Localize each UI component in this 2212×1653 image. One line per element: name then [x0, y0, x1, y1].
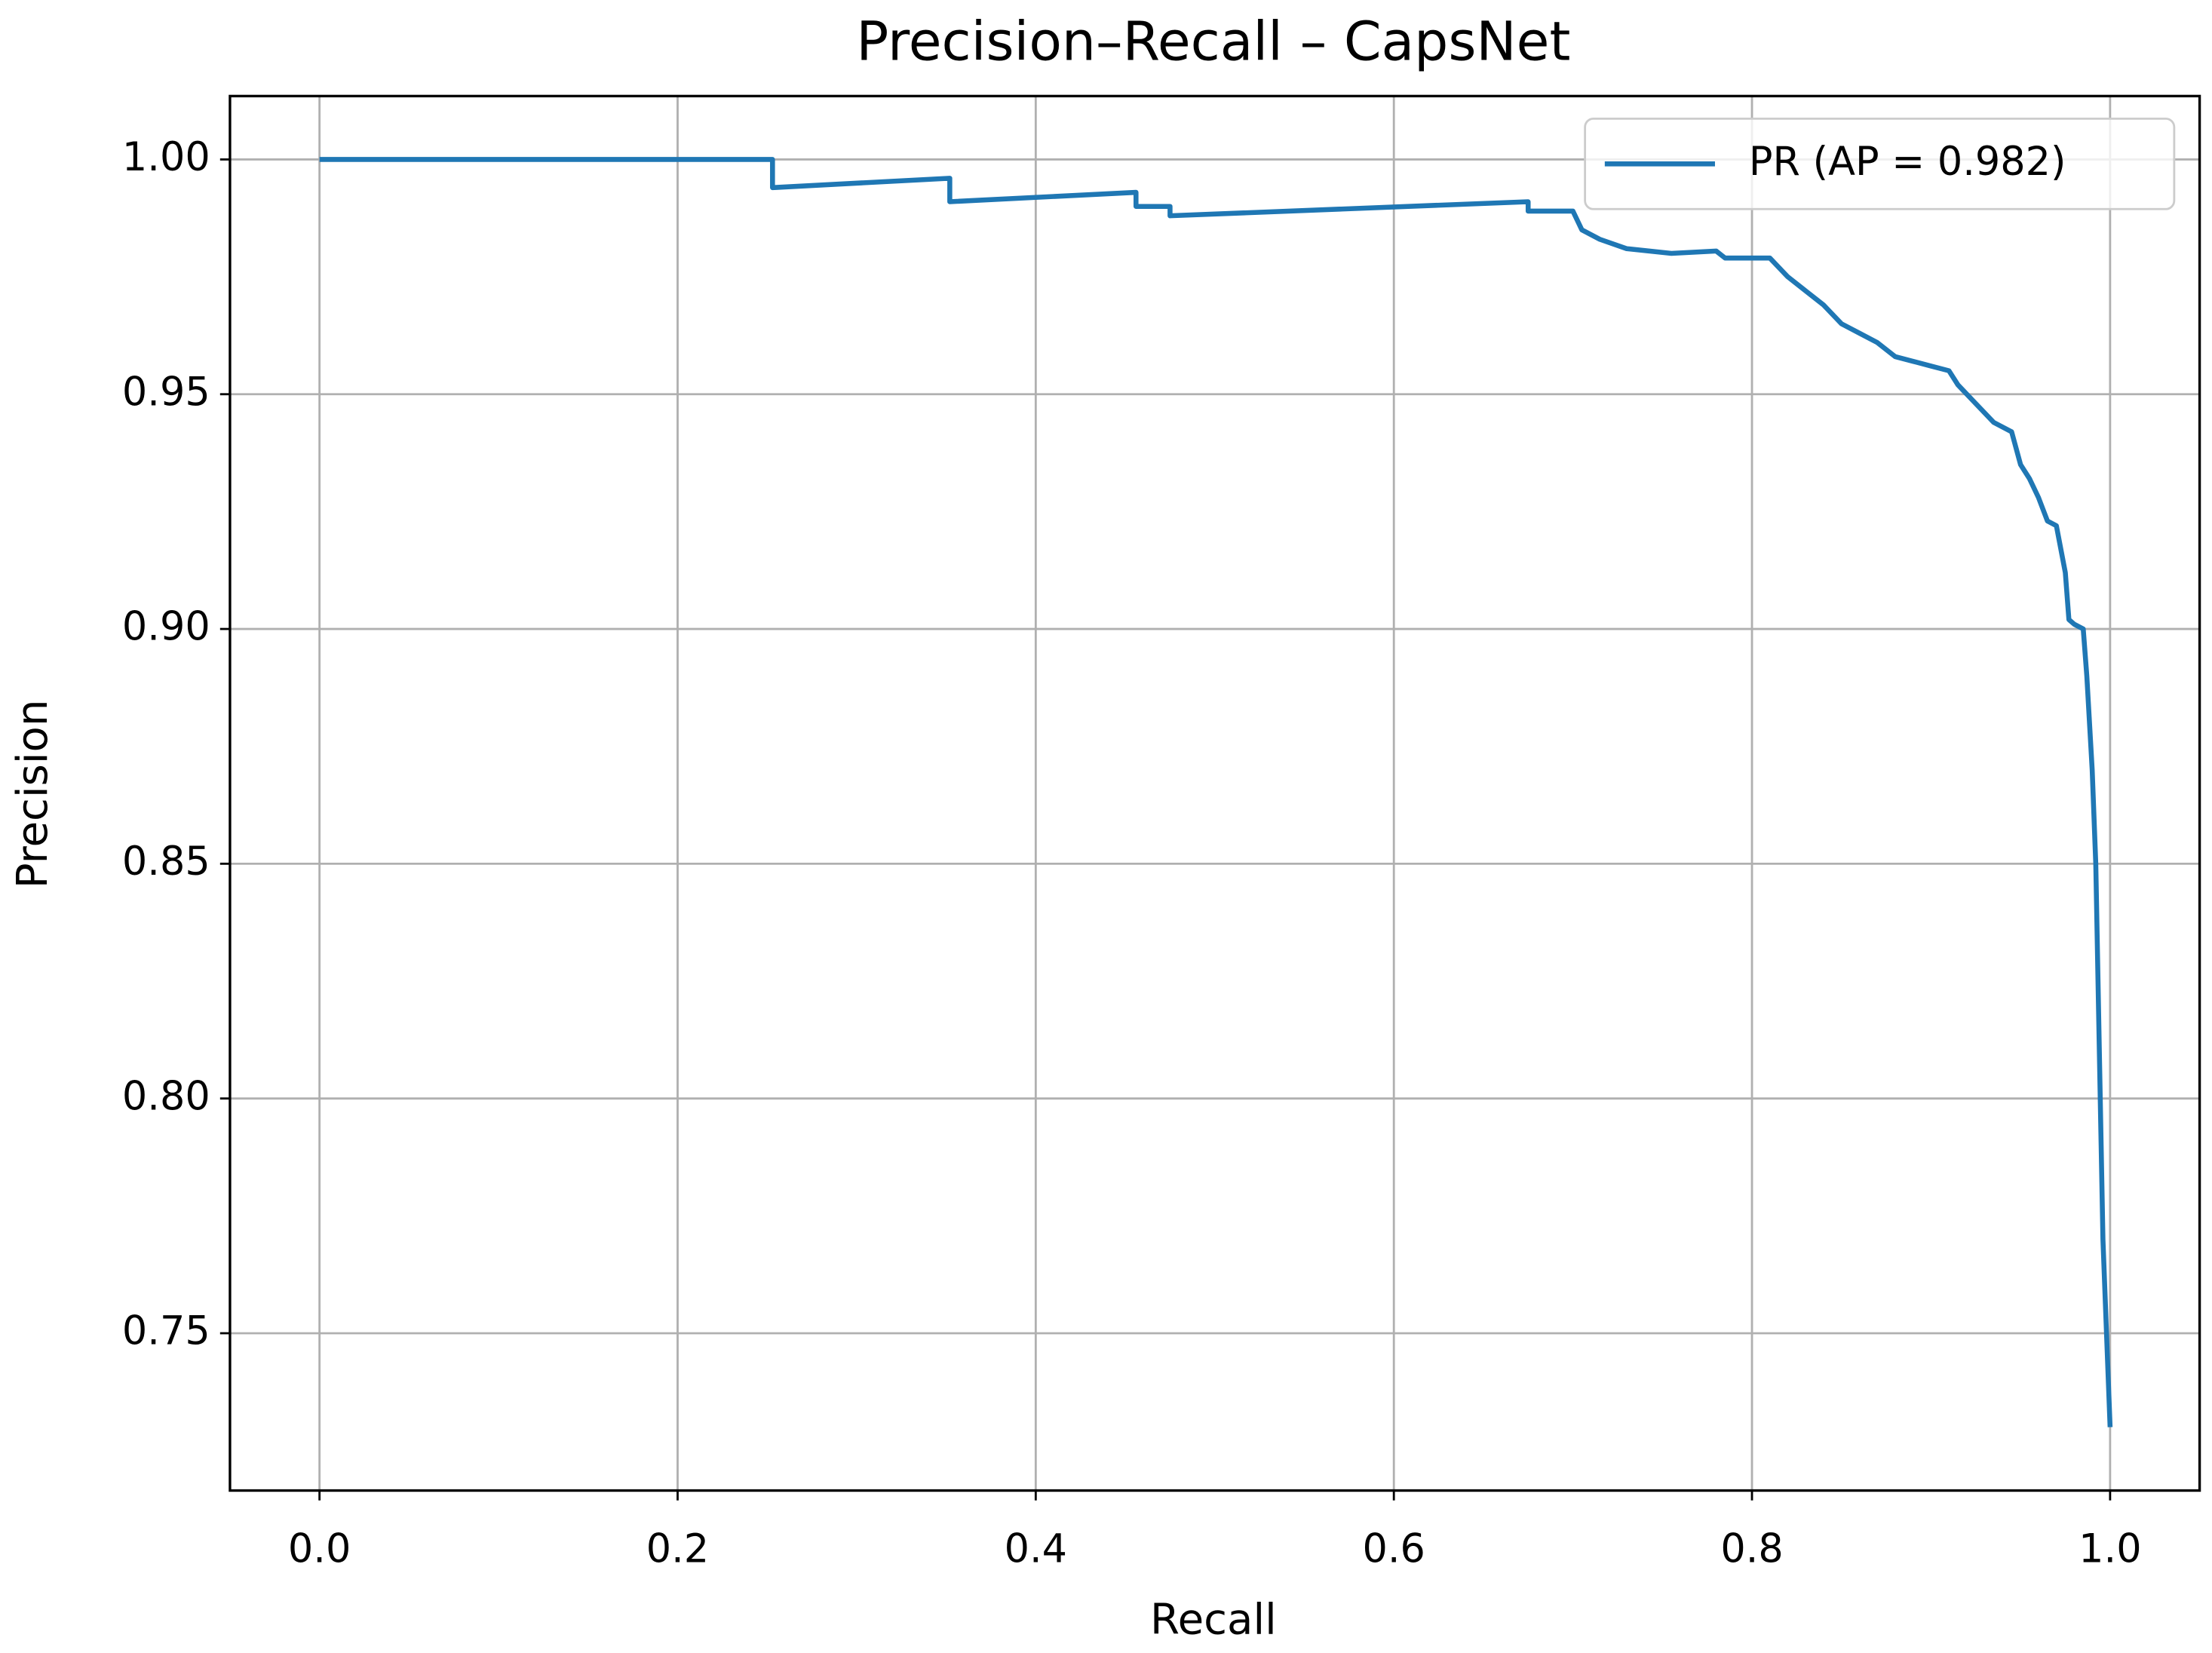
x-tick-label: 0.2	[646, 1526, 709, 1572]
x-tick-label: 0.6	[1362, 1526, 1425, 1572]
y-tick-label: 0.85	[122, 839, 210, 885]
legend-label: PR (AP = 0.982)	[1749, 139, 2066, 185]
y-tick-label: 0.80	[122, 1073, 210, 1119]
y-tick-label: 0.90	[122, 604, 210, 650]
y-tick-label: 0.75	[122, 1308, 210, 1354]
legend-box	[1584, 117, 2176, 210]
x-tick-label: 0.4	[1005, 1526, 1067, 1572]
x-tick-label: 0.0	[288, 1526, 351, 1572]
y-tick-label: 1.00	[122, 134, 210, 180]
x-tick-label: 1.0	[2079, 1526, 2141, 1572]
plot-frame	[229, 94, 2201, 1492]
x-axis-label: Recall	[1150, 1595, 1277, 1644]
pr-curve	[319, 157, 2113, 1428]
y-axis-label: Precision	[8, 700, 57, 889]
legend: PR (AP = 0.982)	[1584, 117, 2176, 210]
x-tick-label: 0.8	[1720, 1526, 1783, 1572]
chart-title: Precision–Recall – CapsNet	[856, 10, 1570, 72]
y-tick-label: 0.95	[122, 369, 210, 415]
